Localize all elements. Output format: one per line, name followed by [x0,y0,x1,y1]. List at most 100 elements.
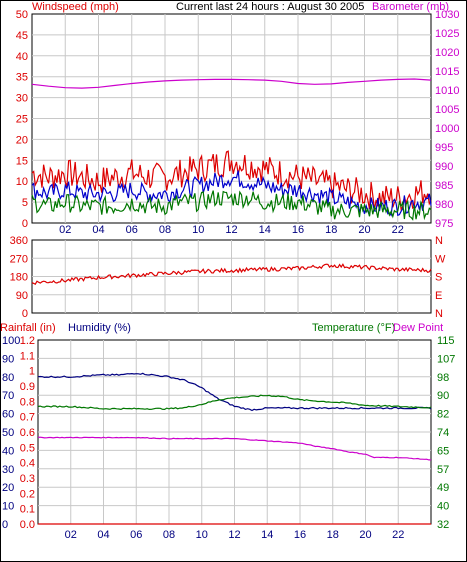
x-tick-label: 04 [97,529,109,541]
windspeed-tick-label: 0 [22,218,28,230]
humidity-tick-label: 100 [2,335,20,347]
humidity-tick-label: 40 [2,445,14,457]
windspeed-tick-label: 40 [16,51,28,63]
dewpoint-title: Dew Point [393,322,443,334]
compass-label: E [435,290,442,302]
temperature-tick-label: 65 [437,445,449,457]
direction-tick-label: 180 [10,272,28,284]
windspeed-tick-label: 35 [16,72,28,84]
rainfall-tick-label: 0.0 [20,519,35,531]
humidity-tick-label: 90 [2,353,14,365]
barometer-tick-label: 990 [435,161,453,173]
humidity-tick-label: 10 [2,501,14,513]
humidity-tick-label: 20 [2,482,14,494]
x-tick-label: 18 [327,529,339,541]
direction-tick-label: 360 [10,235,28,247]
x-tick-label: 10 [196,529,208,541]
barometer-tick-label: 985 [435,180,453,192]
x-tick-label: 12 [225,224,237,236]
rainfall-tick-label: 0.1 [20,504,35,516]
x-tick-label: 12 [228,529,240,541]
x-tick-label: 14 [261,529,273,541]
barometer-tick-label: 980 [435,199,453,211]
temperature-tick-label: 74 [437,427,449,439]
windspeed-tick-label: 15 [16,155,28,167]
compass-label: W [435,253,446,265]
rainfall-tick-label: 1.2 [20,335,35,347]
x-tick-label: 14 [259,224,271,236]
humidity-tick-label: 70 [2,390,14,402]
compass-label: N [435,235,443,247]
x-tick-label: 06 [126,224,138,236]
barometer-tick-label: 1030 [435,9,459,21]
direction-tick-label: 270 [10,253,28,265]
chart-title: Current last 24 hours : August 30 2005 [176,1,364,13]
windspeed-tick-label: 45 [16,30,28,42]
series-blue-line [31,170,432,217]
temperature-tick-label: 90 [437,390,449,402]
barometer-tick-label: 1020 [435,47,459,59]
rainfall-tick-label: 0.5 [20,442,35,454]
barometer-title: Barometer (mb) [372,1,449,13]
temperature-tick-label: 115 [437,335,455,347]
rainfall-tick-label: 1.1 [20,350,35,362]
x-tick-label: 20 [359,529,371,541]
temperature-tick-label: 32 [437,519,449,531]
temperature-tick-label: 98 [437,372,449,384]
windspeed-tick-label: 30 [16,93,28,105]
series-magenta-line [31,78,432,89]
windspeed-tick-label: 50 [16,9,28,21]
direction-tick-label: 90 [16,290,28,302]
rainfall-tick-label: 0.2 [20,488,35,500]
series-green-line [31,190,432,221]
temperature-tick-label: 49 [437,482,449,494]
rainfall-tick-label: 0.3 [20,473,35,485]
windspeed-tick-label: 10 [16,176,28,188]
x-tick-label: 10 [192,224,204,236]
windspeed-tick-label: 20 [16,134,28,146]
humidity-tick-label: 0 [2,519,8,531]
rainfall-tick-label: 0.8 [20,396,35,408]
x-tick-label: 16 [294,529,306,541]
temperature-tick-label: 82 [437,409,449,421]
x-tick-label: 22 [392,224,404,236]
wind-direction-line [31,263,432,285]
compass-label: S [435,272,442,284]
windspeed-tick-label: 5 [22,197,28,209]
x-tick-label: 08 [159,224,171,236]
series-red-line [31,150,432,212]
temperature-tick-label: 57 [437,464,449,476]
series-navy-line [37,372,432,412]
series-magenta-line [37,436,431,461]
rainfall-title: Rainfall (in) [0,322,56,334]
barometer-tick-label: 995 [435,142,453,154]
barometer-tick-label: 1005 [435,104,459,116]
humidity-title: Humidity (%) [68,322,131,334]
temperature-title: Temperature (°F) [312,322,395,334]
humidity-temperature-panel: 1.21.110.90.80.70.60.50.40.30.20.10.0100… [2,335,455,541]
humidity-tick-label: 80 [2,372,14,384]
temperature-tick-label: 107 [437,353,455,365]
series-green-line [37,394,432,411]
temperature-tick-label: 40 [437,501,449,513]
wind-barometer-panel: 0510152025303540455097598098599099510001… [16,9,460,236]
barometer-tick-label: 975 [435,218,453,230]
barometer-tick-label: 1000 [435,123,459,135]
x-tick-label: 16 [292,224,304,236]
x-tick-label: 04 [92,224,104,236]
x-tick-label: 20 [358,224,370,236]
x-tick-label: 02 [65,529,77,541]
rainfall-tick-label: 0.7 [20,412,35,424]
barometer-tick-label: 1015 [435,66,459,78]
windspeed-title: Windspeed (mph) [32,1,119,13]
barometer-tick-label: 1025 [435,28,459,40]
humidity-tick-label: 30 [2,464,14,476]
rainfall-tick-label: 1 [29,366,35,378]
x-tick-label: 02 [59,224,71,236]
x-tick-label: 06 [130,529,142,541]
rainfall-tick-label: 0.4 [20,458,35,470]
rainfall-tick-label: 0.9 [20,381,35,393]
x-tick-label: 08 [163,529,175,541]
